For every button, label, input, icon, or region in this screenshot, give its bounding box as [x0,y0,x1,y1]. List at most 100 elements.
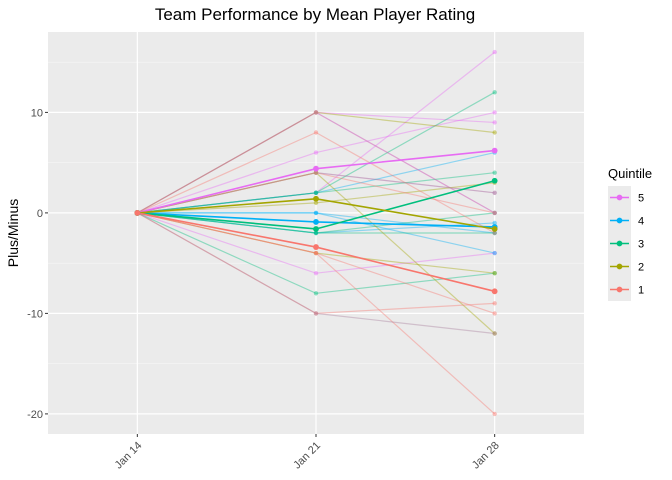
team-line [137,212,495,294]
team-point [313,170,319,175]
team-point [492,311,497,316]
team-point [313,230,319,236]
legend-entry-quintile-4: 4 [608,209,644,232]
x-tick-label: Jan 28 [470,440,502,472]
team-line [137,172,495,214]
team-point [492,120,497,125]
team-points [135,49,497,417]
team-point [492,271,497,276]
x-tick-label: Jan 14 [113,440,145,472]
mean-point [491,147,498,154]
team-point [313,110,319,115]
chart-title: Team Performance by Mean Player Rating [155,5,475,24]
team-line [137,152,495,214]
mean-point [134,210,141,216]
mean-points [134,147,498,295]
team-point [492,210,497,216]
team-line [137,182,495,214]
legend-key-point [616,286,623,293]
team-line [137,212,495,234]
x-axis-ticks: Jan 14 Jan 21 Jan 28 [113,434,502,471]
mean-point [313,219,319,225]
team-line [137,172,495,214]
team-line [137,172,495,214]
team-lines [137,51,496,415]
legend-label: 1 [638,285,644,297]
team-point [492,130,497,135]
team-line [137,172,496,334]
team-point [492,230,497,236]
team-point [313,271,319,276]
team-point [492,170,497,175]
team-point [313,110,319,115]
legend-label: 5 [638,193,644,205]
team-point [492,230,497,236]
team-point [313,210,319,216]
team-point [492,250,497,256]
team-line [137,212,495,274]
team-line [137,111,495,214]
team-point [313,190,319,195]
team-point [313,311,319,316]
legend-key-point [616,194,623,201]
legend-key-point [616,217,623,224]
mean-point [313,244,319,250]
team-line [137,212,495,234]
team-point [492,301,497,306]
team-point [313,250,319,256]
mean-point [313,226,319,232]
mean-point [313,195,319,202]
team-point [313,110,319,115]
team-line [137,172,495,214]
legend-entry-quintile-3: 3 [608,232,644,255]
y-axis-ticks: -20 -10 0 10 [27,107,48,421]
team-point [313,291,319,296]
team-point [492,49,497,55]
team-point [313,170,319,175]
team-point [313,230,319,236]
team-point [313,250,319,256]
y-tick-label: 0 [37,208,43,220]
team-point [492,210,497,216]
y-tick-label: -20 [27,409,43,421]
major-gridlines [48,32,584,434]
team-line [137,212,495,315]
legend-key-point [616,240,623,247]
x-tick-label: Jan 21 [291,440,323,472]
y-axis-label: Plus/Minus [5,199,21,267]
mean-point [491,288,498,295]
legend-key-point [616,263,623,270]
team-line [137,131,495,234]
legend-label: 4 [638,216,644,228]
team-line [137,111,495,214]
legend: Quintile 5 4 3 2 1 [608,166,652,301]
team-point [492,220,497,226]
team-line [137,91,495,214]
team-point [492,331,497,336]
team-point [313,200,319,206]
team-line [137,51,496,214]
team-point [492,110,497,115]
team-line [137,111,495,214]
team-line [137,111,495,214]
team-point [492,90,497,95]
mean-point [491,177,498,184]
legend-label: 2 [638,262,644,274]
team-point [492,210,497,216]
team-point [313,230,319,236]
legend-label: 3 [638,239,644,251]
legend-entry-quintile-5: 5 [608,186,644,209]
y-tick-label: -10 [27,308,43,320]
team-point [492,210,497,216]
team-point [492,271,497,276]
team-point [313,190,319,195]
mean-point [491,226,498,232]
team-point [313,110,319,115]
team-line [137,212,496,415]
y-tick-label: 10 [31,107,43,119]
team-point [313,190,319,195]
team-point [313,150,319,155]
team-line [137,212,495,314]
team-point [492,411,497,417]
